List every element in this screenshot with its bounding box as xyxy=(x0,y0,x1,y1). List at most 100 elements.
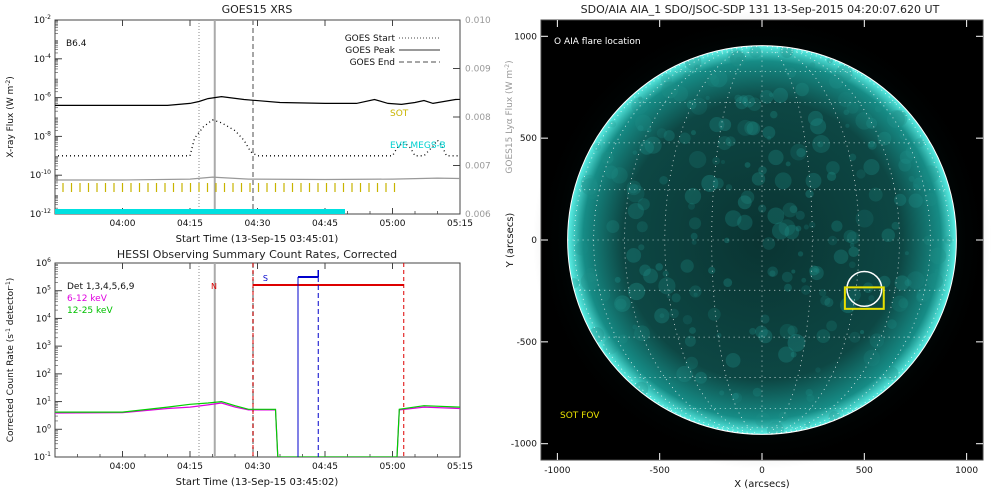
hessi-y-tick-label: 105 xyxy=(36,285,51,297)
aia-x-axis-label: X (arcsecs) xyxy=(734,479,790,490)
aia-disk-brightening xyxy=(669,308,679,319)
aia-disk-brightening xyxy=(807,110,824,126)
hessi-y-tick-label: 106 xyxy=(36,257,51,269)
aia-disk-brightening xyxy=(826,320,837,332)
goes-legend-start-label: GOES Start xyxy=(345,34,396,44)
goes-x-axis-label: Start Time (13-Sep-15 03:45:01) xyxy=(176,234,339,245)
aia-disk-brightening xyxy=(891,221,900,230)
aia-disk-brightening xyxy=(659,313,665,319)
goes-y-tick-label: 10-12 xyxy=(30,208,51,220)
aia-disk-brightening xyxy=(769,270,776,277)
aia-longitude-line xyxy=(664,45,763,435)
aia-disk-brightening xyxy=(730,50,746,67)
aia-disk-brightening xyxy=(795,82,809,97)
aia-disk-brightening xyxy=(663,130,675,142)
aia-disk-brightening xyxy=(922,165,940,183)
aia-disk-brightening xyxy=(597,288,611,302)
aia-disk-brightening xyxy=(660,73,672,86)
aia-disk-brightening xyxy=(638,244,645,251)
hessi-legend-6-12-kev: 6-12 keV xyxy=(67,294,108,304)
hessi-y-axis-label-mid: detector xyxy=(6,287,16,328)
aia-disk-brightening xyxy=(615,298,627,310)
aia-disk-brightening xyxy=(672,85,689,102)
goes-y-tick-label: 10-8 xyxy=(34,130,52,142)
aia-disk-brightening xyxy=(796,148,806,158)
aia-disk-brightening xyxy=(749,327,757,335)
aia-disk-brightening xyxy=(887,319,897,329)
aia-disk-brightening xyxy=(826,57,834,64)
aia-disk-brightening xyxy=(686,99,697,110)
aia-flare-location-circle xyxy=(846,270,883,308)
hessi-title: HESSI Observing Summary Count Rates, Cor… xyxy=(117,248,397,261)
aia-disk-brightening xyxy=(740,190,755,205)
aia-disk-brightening xyxy=(886,110,905,129)
aia-disk-brightening xyxy=(849,242,855,248)
aia-disk-brightening xyxy=(580,272,599,291)
goes-legend-end-label: GOES End xyxy=(350,58,395,68)
aia-disk-brightening xyxy=(618,334,628,344)
goes-y2-tick-label: 0.007 xyxy=(465,162,491,172)
hessi-count-series xyxy=(55,400,460,457)
goes-sot-annotation: SOT xyxy=(390,109,409,119)
aia-131-image-panel: SDO/AIA AIA_1 SDO/JSOC-SDP 131 13-Sep-20… xyxy=(505,3,992,490)
goes-y2-tick-label: 0.006 xyxy=(465,210,491,220)
aia-disk-brightening xyxy=(737,214,753,231)
aia-disk-brightening xyxy=(758,204,767,213)
hessi-y-tick-label: 101 xyxy=(36,396,51,408)
aia-disk-brightening xyxy=(688,202,696,210)
aia-y-tick-label: 500 xyxy=(520,134,537,144)
aia-disk-brightening xyxy=(636,221,648,233)
aia-disk-brightening xyxy=(644,136,662,154)
aia-disk-brightening xyxy=(744,162,751,168)
hessi-x-tick-label: 05:00 xyxy=(380,462,406,472)
aia-disk-brightening xyxy=(708,72,717,81)
aia-disk-brightening xyxy=(679,132,691,145)
aia-disk-brightening xyxy=(716,332,722,338)
goes-y-tick-label: 10-4 xyxy=(34,53,52,65)
aia-disk-brightening xyxy=(908,193,923,208)
aia-disk-brightening xyxy=(638,96,643,101)
hessi-y-axis-label-end: ) xyxy=(6,278,16,282)
goes-eve-annotation: EVE MEGS-B xyxy=(390,141,446,151)
aia-disk-brightening xyxy=(785,161,791,167)
aia-longitude-line xyxy=(761,45,900,435)
aia-disk-brightening xyxy=(658,277,676,295)
goes-x-tick-label: 05:00 xyxy=(380,219,406,229)
aia-disk-brightening xyxy=(868,187,883,202)
goes-y-tick-label: 10-6 xyxy=(34,92,52,104)
aia-y-axis-label: Y (arcsecs) xyxy=(505,213,516,269)
aia-disk-brightening xyxy=(739,94,748,104)
aia-disk-brightening xyxy=(778,411,789,422)
aia-longitude-line xyxy=(573,45,763,435)
goes-y2-axis-label-main: GOES15 Lyα Flux (W m xyxy=(505,70,515,174)
aia-disk-brightening xyxy=(881,228,895,242)
aia-disk-brightening xyxy=(758,329,773,344)
aia-disk-brightening xyxy=(784,283,792,292)
hessi-y-tick-label: 103 xyxy=(36,340,51,352)
hessi-y-axis-label: Corrected Count Rate (s-1 detector-1) xyxy=(5,278,16,443)
aia-disk-brightening xyxy=(712,177,724,189)
aia-longitude-line xyxy=(761,45,951,435)
aia-disk-brightening xyxy=(655,263,663,271)
aia-disk-brightening xyxy=(659,175,668,185)
aia-disk-brightening xyxy=(782,202,798,218)
aia-disk-brightening xyxy=(805,388,813,397)
aia-disk-brightening xyxy=(671,293,681,303)
goes-y-axis-label-main: X-ray Flux (W m xyxy=(6,86,16,158)
aia-disk-brightening xyxy=(795,225,802,232)
aia-disk-brightening xyxy=(786,67,797,78)
aia-disk-brightening xyxy=(732,392,739,400)
aia-disk-brightening xyxy=(581,178,599,196)
aia-disk-brightening xyxy=(626,184,645,203)
aia-disk-brightening xyxy=(744,120,759,136)
aia-disk-brightening xyxy=(587,189,598,200)
aia-disk-brightening xyxy=(787,325,798,336)
aia-disk-brightening xyxy=(869,333,885,348)
goes-class-label: B6.4 xyxy=(66,39,87,49)
aia-disk-brightening xyxy=(904,279,912,287)
aia-disk-brightening xyxy=(810,118,827,135)
aia-disk-brightening xyxy=(868,141,875,148)
aia-disk-brightening xyxy=(816,329,831,343)
goes-xrs-panel: GOES15 XRS 04:00 04:15 04:30 04:45 05:00 05:1… xyxy=(5,3,515,245)
aia-disk-brightening xyxy=(891,295,908,312)
